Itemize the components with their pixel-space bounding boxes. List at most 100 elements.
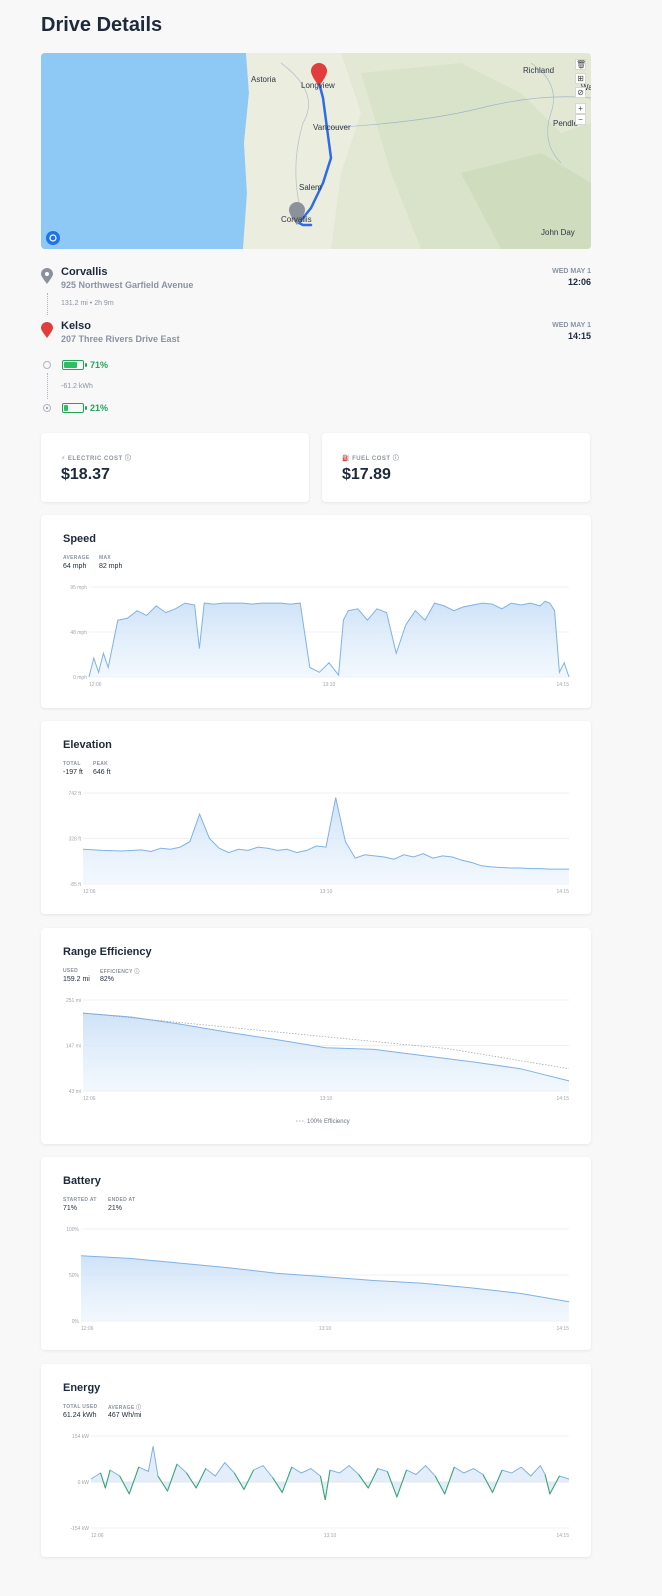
elevation-stat-value: 646 ft <box>93 769 111 776</box>
end-pin-icon[interactable] <box>311 63 327 86</box>
regen-segment <box>444 1466 455 1495</box>
info-icon[interactable]: ⓘ <box>134 969 140 975</box>
regen-segment <box>186 1472 197 1489</box>
speed-stat-value: 64 mph <box>63 563 87 570</box>
fuel-cost-value: $17.89 <box>342 466 391 483</box>
end-location: Kelso 207 Three Rivers Drive East WED MA… <box>41 320 591 344</box>
regen-segment <box>281 1466 293 1493</box>
series-line <box>82 1012 570 1082</box>
y-tick-label: 251 mi <box>66 998 81 1004</box>
range-card: Range Efficiency USED 159.2 mi EFFICIENC… <box>41 928 591 1144</box>
map-label: Astoria <box>251 75 276 84</box>
elevation-card: Elevation TOTAL -197 ft PEAK 646 ft -85 … <box>41 721 591 914</box>
x-tick-label: 12:06 <box>83 1096 96 1102</box>
range-stat-label: EFFICIENCY ⓘ <box>100 969 140 975</box>
regen-segment <box>549 1475 560 1495</box>
start-name: Corvallis <box>61 266 108 278</box>
fuel-pump-icon: ⛽ <box>342 456 353 462</box>
regen-segment <box>104 1469 111 1489</box>
route-connector <box>47 293 48 315</box>
map-label: Pendle <box>553 119 578 128</box>
map-badge-icon[interactable] <box>46 231 60 245</box>
reference-line <box>82 1012 570 1070</box>
end-circle-icon <box>43 404 51 412</box>
bolt-icon: ⚡ <box>61 456 68 462</box>
x-tick-label: 12:06 <box>91 1533 104 1539</box>
map-label: Longview <box>301 81 335 90</box>
y-tick-label: 154 kW <box>72 1434 89 1440</box>
regen-segment <box>434 1475 446 1495</box>
y-tick-label: 0% <box>72 1319 80 1325</box>
battery-card: Battery STARTED AT 71% ENDED AT 21% 0% 50… <box>41 1157 591 1350</box>
regen-segment <box>167 1463 178 1492</box>
x-tick-label: 12:06 <box>83 889 96 895</box>
energy-chart[interactable]: -154 kW 0 kW 154 kW 12:06 13:10 14:15 <box>41 1364 591 1557</box>
x-tick-label: 14:15 <box>556 1326 569 1332</box>
regen-segment <box>367 1468 379 1489</box>
fuel-cost-label: ⛽ FUEL COST ⓘ <box>342 456 400 462</box>
electric-cost-card: ⚡ ELECTRIC COST ⓘ $18.37 <box>41 433 309 502</box>
x-tick-label: 12:06 <box>89 682 102 688</box>
route-map[interactable]: Astoria Longview Vancouver Salem Corvall… <box>41 53 591 249</box>
end-battery-icon <box>62 403 87 413</box>
red-pin-icon <box>41 322 53 338</box>
x-tick-label: 14:15 <box>556 682 569 688</box>
battery-connector <box>47 373 48 399</box>
regen-segment <box>157 1475 168 1492</box>
y-tick-label: 0 kW <box>78 1480 90 1486</box>
map-trash-icon[interactable]: 🗑 <box>575 59 587 70</box>
electric-cost-value: $18.37 <box>61 466 110 483</box>
y-tick-label: 100% <box>66 1227 79 1233</box>
y-tick-label: 50% <box>69 1273 80 1279</box>
battery-chart[interactable]: 0% 50% 100% 12:06 13:10 14:15 <box>41 1157 591 1350</box>
y-tick-label: 328 ft <box>68 837 81 843</box>
x-tick-label: 13:10 <box>319 1326 332 1332</box>
regen-segment <box>233 1472 245 1490</box>
speed-stat-label: AVERAGE <box>63 555 90 561</box>
map-zoom-out-icon[interactable]: − <box>575 114 586 125</box>
range-title: Range Efficiency <box>63 946 152 958</box>
info-icon[interactable]: ⓘ <box>392 456 400 462</box>
range-stat-value: 159.2 mi <box>63 976 90 983</box>
map-label: John Day <box>541 228 575 237</box>
regen-segment <box>324 1469 331 1501</box>
end-day: WED MAY 1 <box>552 322 591 329</box>
info-icon[interactable]: ⓘ <box>124 456 132 462</box>
map-canvas <box>41 53 591 249</box>
x-tick-label: 13:10 <box>323 682 336 688</box>
start-address: 925 Northwest Garfield Avenue <box>61 280 194 290</box>
energy-stat-value: 61.24 kWh <box>63 1412 97 1419</box>
speed-chart[interactable]: 0 mph 48 mph 95 mph 12:06 13:10 14:15 <box>41 515 591 708</box>
regen-segment <box>100 1472 106 1489</box>
end-time: 14:15 <box>567 331 591 341</box>
x-tick-label: 13:10 <box>324 1533 337 1539</box>
speed-title: Speed <box>63 533 97 545</box>
map-zoom-in-icon[interactable]: + <box>575 103 586 114</box>
series-area <box>89 601 569 677</box>
info-icon[interactable]: ⓘ <box>136 1405 142 1411</box>
start-pin-icon[interactable] <box>289 202 305 225</box>
map-reset-icon[interactable]: ⊘ <box>575 87 586 98</box>
regen-segment <box>119 1475 130 1495</box>
energy-card: Energy TOTAL USED 61.24 kWh AVERAGE ⓘ 46… <box>41 1364 591 1557</box>
start-battery-fill <box>64 362 77 368</box>
y-tick-label: 43 mi <box>69 1089 81 1095</box>
battery-stat-label: STARTED AT <box>63 1197 97 1203</box>
battery-stat-label: ENDED AT <box>108 1197 136 1203</box>
map-layers-icon[interactable]: ⊞ <box>575 73 586 84</box>
regen-segment <box>319 1475 326 1501</box>
y-tick-label: -85 ft <box>70 882 82 888</box>
regen-segment <box>272 1477 283 1493</box>
x-tick-label: 12:06 <box>81 1326 94 1332</box>
elevation-chart[interactable]: -85 ft 328 ft 742 ft 12:06 13:10 14:15 <box>41 721 591 914</box>
y-tick-label: 0 mph <box>73 675 87 681</box>
regen-segment <box>243 1469 254 1490</box>
energy-delta: -61.2 kWh <box>61 383 93 390</box>
series-area <box>83 1013 569 1091</box>
range-stat-value: 82% <box>100 976 115 983</box>
elevation-stat-value: -197 ft <box>63 769 83 776</box>
range-chart[interactable]: 43 mi 147 mi 251 mi 12:06 13:10 14:15 100% Eff… <box>41 928 591 1144</box>
map-label: Vancouver <box>313 123 351 132</box>
start-day: WED MAY 1 <box>552 268 591 275</box>
elevation-stat-label: TOTAL <box>63 761 81 767</box>
